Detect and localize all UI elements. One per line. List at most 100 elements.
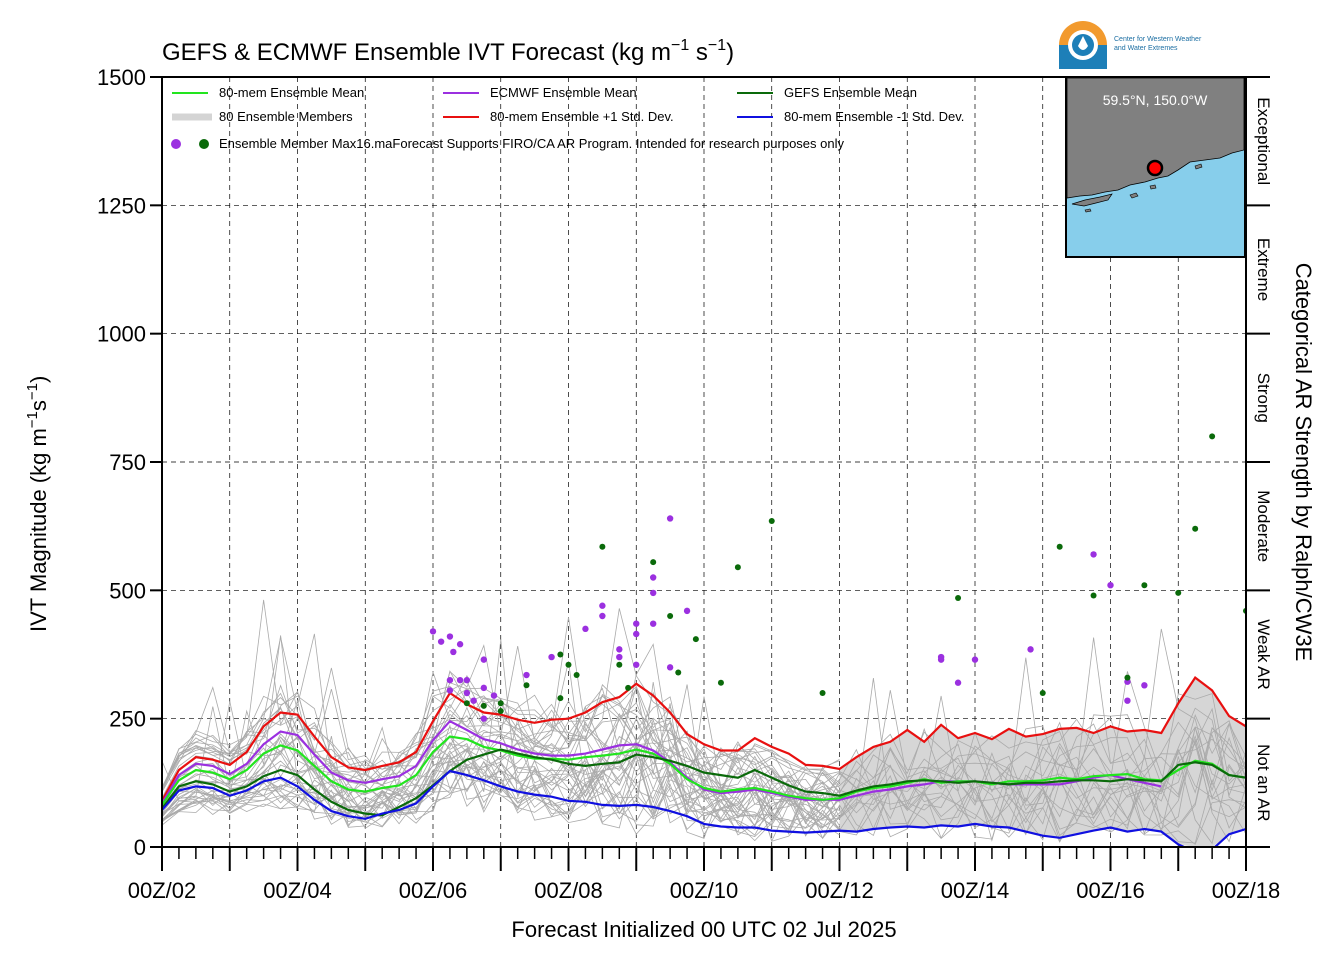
category-label: Strong [1254, 373, 1273, 423]
ensemble-member-line [162, 706, 1246, 809]
y-tick-label: 500 [109, 578, 146, 603]
ecmwf-max-point [450, 648, 457, 656]
ensemble-member-line [162, 726, 1246, 834]
gefs-max-point [1141, 582, 1148, 589]
legend: 80-mem Ensemble Mean ECMWF Ensemble Mean G… [172, 85, 964, 124]
y-tick-label: 0 [134, 835, 146, 860]
gefs-max-point [573, 672, 580, 679]
legend-ecmwf-dot [171, 139, 181, 149]
ensemble-member-line [162, 726, 840, 811]
x-tick-label: 00Z/02 [128, 878, 197, 903]
gefs-max-point [768, 518, 775, 525]
category-axis: Not an AR Weak AR Moderate Strong Extreme Exc… [1246, 76, 1273, 848]
ensemble-member-line [162, 707, 1246, 819]
ensemble-member-line [162, 743, 1246, 842]
ensemble-member-line [162, 695, 1246, 840]
x-tick-label: 00Z/10 [670, 878, 739, 903]
ecmwf-max-point [616, 646, 623, 653]
gefs-max-point [667, 613, 674, 619]
gefs-max-point [557, 695, 564, 702]
y-tick-label: 250 [109, 707, 146, 732]
inset-location-label: 59.5°N, 150.0°W [1103, 92, 1208, 108]
ensemble-member-line [162, 765, 1246, 844]
cw3e-logo: Center for Western Weather and Water Ext… [1059, 21, 1202, 69]
ecmwf-max-point [649, 589, 657, 597]
ecmwf-max-point [1107, 582, 1114, 589]
gefs-max-point [497, 707, 504, 714]
ecmwf-max-point [633, 661, 640, 668]
gefs-max-point [692, 636, 699, 643]
legend-label: 80 Ensemble Members [219, 109, 353, 124]
ecmwf-max-point [548, 653, 555, 661]
ecmwf-max-point [1124, 697, 1131, 704]
category-label: Moderate [1254, 490, 1273, 562]
legend-note: Ensemble Member Max16.maForecast Support… [219, 136, 844, 151]
ecmwf-max-point [666, 515, 674, 522]
chart-title: GEFS & ECMWF Ensemble IVT Forecast (kg m… [162, 37, 734, 66]
gefs-max-point [1209, 433, 1216, 440]
gefs-max-point [1192, 525, 1199, 532]
std-dev-band [839, 677, 1246, 847]
x-axis-label: Forecast Initialized 00 UTC 02 Jul 2025 [511, 917, 896, 942]
ecmwf-max-point [599, 602, 606, 609]
ensemble-member-line [162, 703, 840, 829]
peninsula [1071, 193, 1113, 207]
ensemble-member-line [162, 670, 1246, 804]
x-tick-label: 00Z/18 [1212, 878, 1281, 903]
gefs-max-point [616, 661, 623, 668]
x-tick-label: 00Z/14 [941, 878, 1010, 903]
ecmwf-max-point [446, 676, 454, 684]
ecmwf-max-point [971, 656, 979, 663]
right-axis-label: Categorical AR Strength by Ralph/CW3E [1291, 263, 1316, 662]
x-tick-label: 00Z/16 [1076, 878, 1145, 903]
ecmwf-max-point [446, 633, 454, 640]
ensemble-member-line [162, 637, 1246, 792]
islands [1084, 163, 1203, 213]
ecmwf-max-point [649, 574, 657, 581]
ecmwf-max-point [446, 687, 454, 694]
ecmwf-max-point [470, 697, 477, 704]
ecmwf-max-point [599, 612, 606, 620]
gefs-max-point [1056, 543, 1063, 550]
ecmwf-max-point [1090, 551, 1097, 558]
series-line [162, 748, 1246, 817]
ecmwf-max-point [480, 684, 488, 692]
ecmwf-max-point [490, 692, 498, 699]
category-label: Extreme [1254, 238, 1273, 301]
legend-label: 80-mem Ensemble +1 Std. Dev. [490, 109, 674, 124]
category-label: Not an AR [1254, 744, 1273, 822]
ecmwf-max-point [523, 671, 530, 679]
x-tick-label: 00Z/12 [805, 878, 874, 903]
ecmwf-max-point [456, 641, 464, 648]
category-label: Exceptional [1254, 97, 1273, 185]
ecmwf-max-point [480, 715, 488, 722]
ecmwf-max-point [954, 679, 962, 686]
ensemble-member-line [162, 633, 840, 803]
category-label: Weak AR [1254, 619, 1273, 690]
ecmwf-max-point [683, 607, 691, 615]
ecmwf-max-point [649, 620, 657, 627]
ecmwf-max-point [480, 656, 488, 663]
legend-gefs-dot [199, 139, 209, 149]
x-tick-label: 00Z/04 [263, 878, 332, 903]
gefs-max-point [565, 661, 572, 668]
legend-label: GEFS Ensemble Mean [784, 85, 917, 100]
ensemble-member-line [162, 628, 1246, 796]
ecmwf-max-point [463, 676, 471, 684]
ecmwf-max-point [463, 689, 471, 697]
logo-text-2: and Water Extremes [1114, 45, 1178, 52]
ecmwf-max-point [666, 664, 674, 671]
gefs-max-point [1090, 592, 1097, 599]
logo-text-1: Center for Western Weather [1114, 36, 1202, 43]
x-tick-label: 00Z/06 [399, 878, 468, 903]
ecmwf-max-point [456, 676, 464, 684]
series-line [162, 769, 1246, 847]
ensemble-member-line [162, 686, 1246, 831]
ensemble-member-line [162, 644, 840, 803]
gefs-max-point [599, 543, 606, 550]
gefs-max-point [1175, 589, 1182, 596]
gefs-max-point [497, 700, 504, 707]
x-tick-label: 00Z/08 [534, 878, 603, 903]
location-inset-map: 59.5°N, 150.0°W [1065, 76, 1246, 258]
